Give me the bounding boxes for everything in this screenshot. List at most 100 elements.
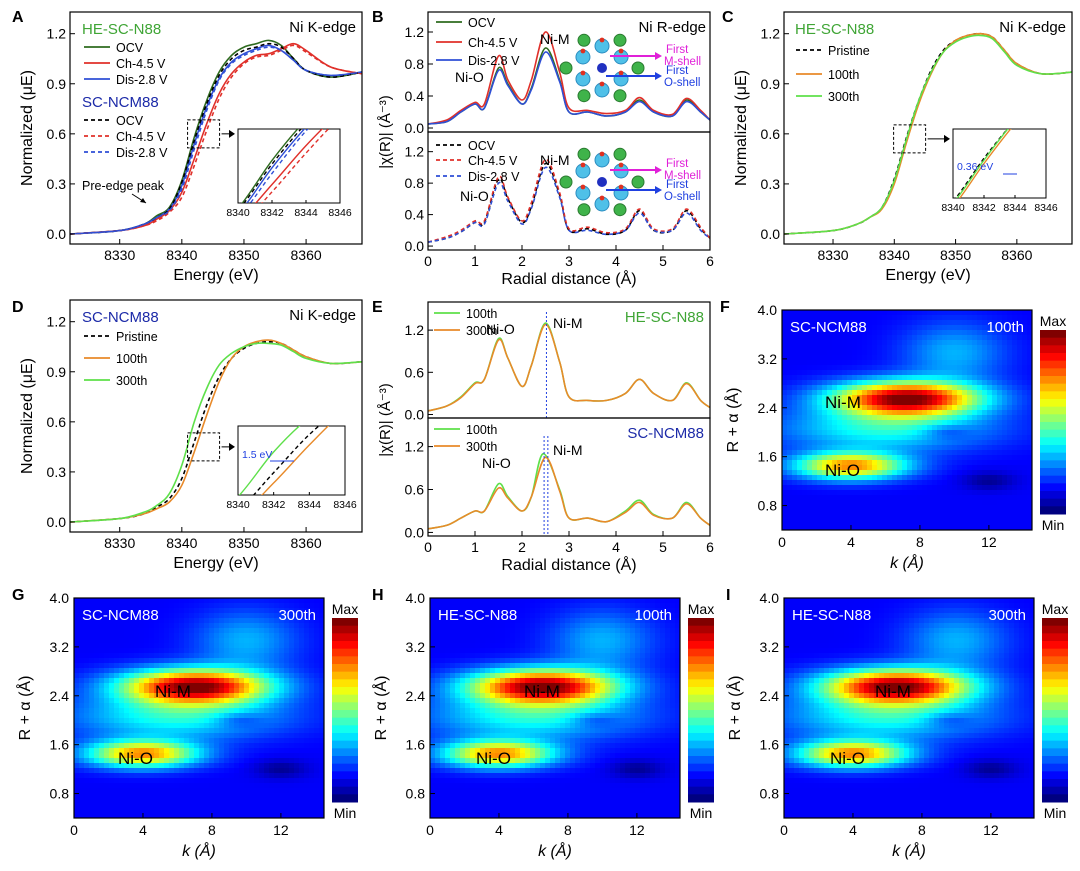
heat-cell xyxy=(892,355,898,361)
heat-cell xyxy=(907,345,913,351)
heat-cell xyxy=(124,663,130,669)
heat-cell xyxy=(259,658,265,664)
heat-cell xyxy=(314,683,320,689)
heat-cell xyxy=(189,633,195,639)
heat-cell xyxy=(927,485,933,491)
heat-cell xyxy=(967,350,973,356)
x-axis-title: Energy (eV) xyxy=(173,555,258,572)
heat-cell xyxy=(812,420,818,426)
heat-cell xyxy=(962,450,968,456)
heat-cell xyxy=(1012,385,1018,391)
heat-cell xyxy=(847,415,853,421)
heat-cell xyxy=(109,598,115,604)
heat-cell xyxy=(264,813,270,819)
heat-cell xyxy=(184,673,190,679)
heat-cell xyxy=(892,450,898,456)
heat-cell xyxy=(822,495,828,501)
heat-cell xyxy=(139,758,145,764)
heat-cell xyxy=(144,653,150,659)
heat-cell xyxy=(947,330,953,336)
heat-cell xyxy=(787,485,793,491)
heat-cell xyxy=(872,415,878,421)
heat-cell xyxy=(435,788,441,794)
heat-cell xyxy=(932,345,938,351)
heat-cell xyxy=(144,798,150,804)
heat-cell xyxy=(947,345,953,351)
heat-cell xyxy=(139,663,145,669)
heat-cell xyxy=(264,643,270,649)
heat-cell xyxy=(927,435,933,441)
heat-cell xyxy=(852,345,858,351)
heat-cell xyxy=(129,798,135,804)
heat-cell xyxy=(857,420,863,426)
heat-cell xyxy=(109,788,115,794)
heat-cell xyxy=(269,803,275,809)
heat-cell xyxy=(264,693,270,699)
heat-cell xyxy=(822,315,828,321)
heat-cell xyxy=(129,613,135,619)
heat-cell xyxy=(440,808,446,814)
heat-cell xyxy=(817,460,823,466)
heat-cell xyxy=(942,425,948,431)
heat-cell xyxy=(279,658,285,664)
heat-cell xyxy=(962,400,968,406)
heat-cell xyxy=(882,360,888,366)
heat-cell xyxy=(832,380,838,386)
heat-cell xyxy=(154,598,160,604)
heat-cell xyxy=(1017,425,1023,431)
heat-cell xyxy=(209,608,215,614)
heat-cell xyxy=(149,793,155,799)
heat-cell xyxy=(94,678,100,684)
heat-cell xyxy=(74,753,80,759)
heat-cell xyxy=(219,728,225,734)
legend-label: Dis-2.8 V xyxy=(116,146,168,160)
heat-cell xyxy=(309,618,315,624)
heat-cell xyxy=(812,370,818,376)
heat-cell xyxy=(917,435,923,441)
heat-cell xyxy=(857,480,863,486)
heat-cell xyxy=(79,773,85,779)
heat-cell xyxy=(882,510,888,516)
heat-cell xyxy=(882,340,888,346)
heat-cell xyxy=(902,375,908,381)
heat-cell xyxy=(435,678,441,684)
heat-cell xyxy=(109,783,115,789)
heat-cell xyxy=(832,310,838,316)
heat-cell xyxy=(319,773,325,779)
heat-cell xyxy=(154,788,160,794)
peak-label: Ni-M xyxy=(540,152,570,168)
heat-cell xyxy=(852,435,858,441)
heat-cell xyxy=(787,320,793,326)
heat-cell xyxy=(807,320,813,326)
heat-cell xyxy=(867,470,873,476)
heat-cell xyxy=(194,663,200,669)
heat-cell xyxy=(284,643,290,649)
heat-cell xyxy=(997,355,1003,361)
heat-cell xyxy=(812,440,818,446)
heat-cell xyxy=(947,335,953,341)
heat-cell xyxy=(932,315,938,321)
heat-cell xyxy=(997,360,1003,366)
heat-cell xyxy=(987,425,993,431)
heat-cell xyxy=(74,683,80,689)
heat-cell xyxy=(274,813,280,819)
heat-cell xyxy=(1027,480,1033,486)
heat-cell xyxy=(862,525,868,531)
heat-cell xyxy=(997,325,1003,331)
heat-cell xyxy=(882,445,888,451)
heat-cell xyxy=(1012,525,1018,531)
y-tick-label: 0.8 xyxy=(758,498,778,514)
o-shell-label: O-shell xyxy=(664,191,700,203)
heat-cell xyxy=(912,400,918,406)
heat-cell xyxy=(867,435,873,441)
heat-cell xyxy=(209,738,215,744)
heat-cell xyxy=(299,703,305,709)
heat-cell xyxy=(134,753,140,759)
heat-cell xyxy=(209,648,215,654)
heat-cell xyxy=(877,445,883,451)
heat-cell xyxy=(84,753,90,759)
heat-cell xyxy=(234,743,240,749)
heat-cell xyxy=(214,598,220,604)
heat-cell xyxy=(149,628,155,634)
heat-cell xyxy=(917,455,923,461)
